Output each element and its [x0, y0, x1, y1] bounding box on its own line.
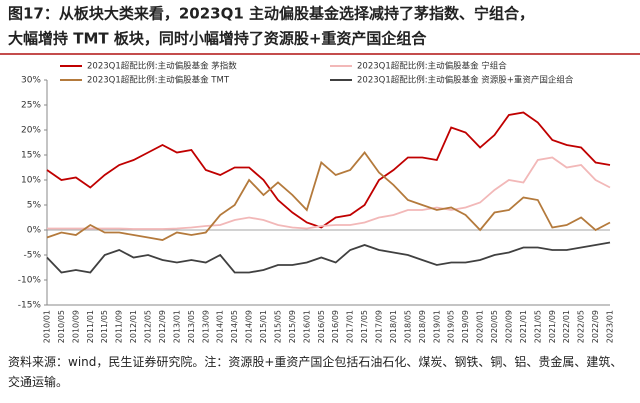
x-tick-label: 2010/05: [57, 310, 66, 343]
x-tick-label: 2021/01: [519, 310, 528, 343]
legend-label: 2023Q1超配比例:主动偏股基金 茅指数: [87, 61, 237, 72]
x-tick-label: 2019/09: [461, 310, 470, 343]
x-tick-label: 2017/09: [375, 310, 384, 343]
y-tick-label: 5%: [27, 201, 42, 211]
x-tick-label: 2020/01: [476, 310, 485, 343]
x-tick-label: 2014/05: [230, 310, 239, 343]
x-tick-label: 2019/01: [432, 310, 441, 343]
x-tick-label: 2017/01: [346, 310, 355, 343]
series-line: [46, 241, 611, 274]
y-tick-label: -15%: [18, 301, 42, 311]
x-tick-label: 2016/09: [331, 310, 340, 343]
x-tick-label: 2023/01: [606, 310, 615, 343]
y-tick-label: -10%: [18, 276, 42, 286]
x-tick-label: 2015/09: [288, 310, 297, 343]
x-tick-label: 2022/09: [591, 310, 600, 343]
x-tick-label: 2020/05: [490, 310, 499, 343]
x-tick-label: 2011/05: [100, 310, 109, 343]
x-tick-label: 2021/05: [533, 310, 542, 343]
x-tick-label: 2012/01: [129, 310, 138, 343]
x-tick-label: 2018/09: [418, 310, 427, 343]
series-line: [47, 156, 611, 230]
x-tick-label: 2021/09: [548, 310, 557, 343]
x-tick-label: 2013/01: [172, 310, 181, 343]
x-tick-label: 2016/01: [302, 310, 311, 343]
y-tick-label: 30%: [21, 76, 41, 86]
x-tick-label: 2018/05: [403, 310, 412, 343]
x-tick-label: 2017/05: [360, 310, 369, 343]
y-tick-label: 25%: [21, 101, 41, 111]
series-line: [46, 111, 611, 229]
x-tick-label: 2012/09: [158, 310, 167, 343]
x-tick-label: 2019/05: [447, 310, 456, 343]
x-tick-label: 2010/01: [43, 310, 52, 343]
legend-label: 2023Q1超配比例:主动偏股基金 宁组合: [357, 61, 507, 72]
x-tick-label: 2011/09: [115, 310, 124, 343]
y-tick-label: 20%: [21, 126, 41, 136]
x-tick-label: 2018/01: [389, 310, 398, 343]
x-tick-label: 2011/01: [86, 310, 95, 343]
legend-label: 2023Q1超配比例:主动偏股基金 资源股+重资产国企组合: [357, 75, 574, 86]
x-tick-label: 2020/09: [504, 310, 513, 343]
y-tick-label: 10%: [21, 176, 41, 186]
x-tick-label: 2015/01: [259, 310, 268, 343]
y-tick-label: 0%: [27, 226, 42, 236]
y-tick-label: -5%: [23, 251, 41, 261]
series-line: [46, 151, 611, 241]
chart-title: 图17：从板块大类来看，2023Q1 主动偏股基金选择减持了茅指数、宁组合，: [8, 5, 534, 23]
x-tick-label: 2022/01: [562, 310, 571, 343]
chart: 图17：从板块大类来看，2023Q1 主动偏股基金选择减持了茅指数、宁组合， 大…: [0, 5, 640, 343]
x-tick-label: 2014/01: [216, 310, 225, 343]
x-tick-label: 2012/05: [144, 310, 153, 343]
x-tick-label: 2015/05: [273, 310, 282, 343]
legend-label: 2023Q1超配比例:主动偏股基金 TMT: [87, 75, 230, 86]
x-tick-label: 2013/09: [201, 310, 210, 343]
chart-subtitle: 大幅增持 TMT 板块，同时小幅增持了资源股+重资产国企组合: [8, 30, 427, 48]
source-note: 资料来源：wind，民生证券研究院。注：资源股+重资产国企包括石油石化、煤炭、钢…: [8, 355, 623, 389]
x-tick-label: 2014/09: [245, 310, 254, 343]
x-tick-label: 2016/05: [317, 310, 326, 343]
x-tick-label: 2022/05: [577, 310, 586, 343]
y-tick-label: 15%: [21, 151, 41, 161]
x-tick-label: 2010/09: [71, 310, 80, 343]
x-tick-label: 2013/05: [187, 310, 196, 343]
